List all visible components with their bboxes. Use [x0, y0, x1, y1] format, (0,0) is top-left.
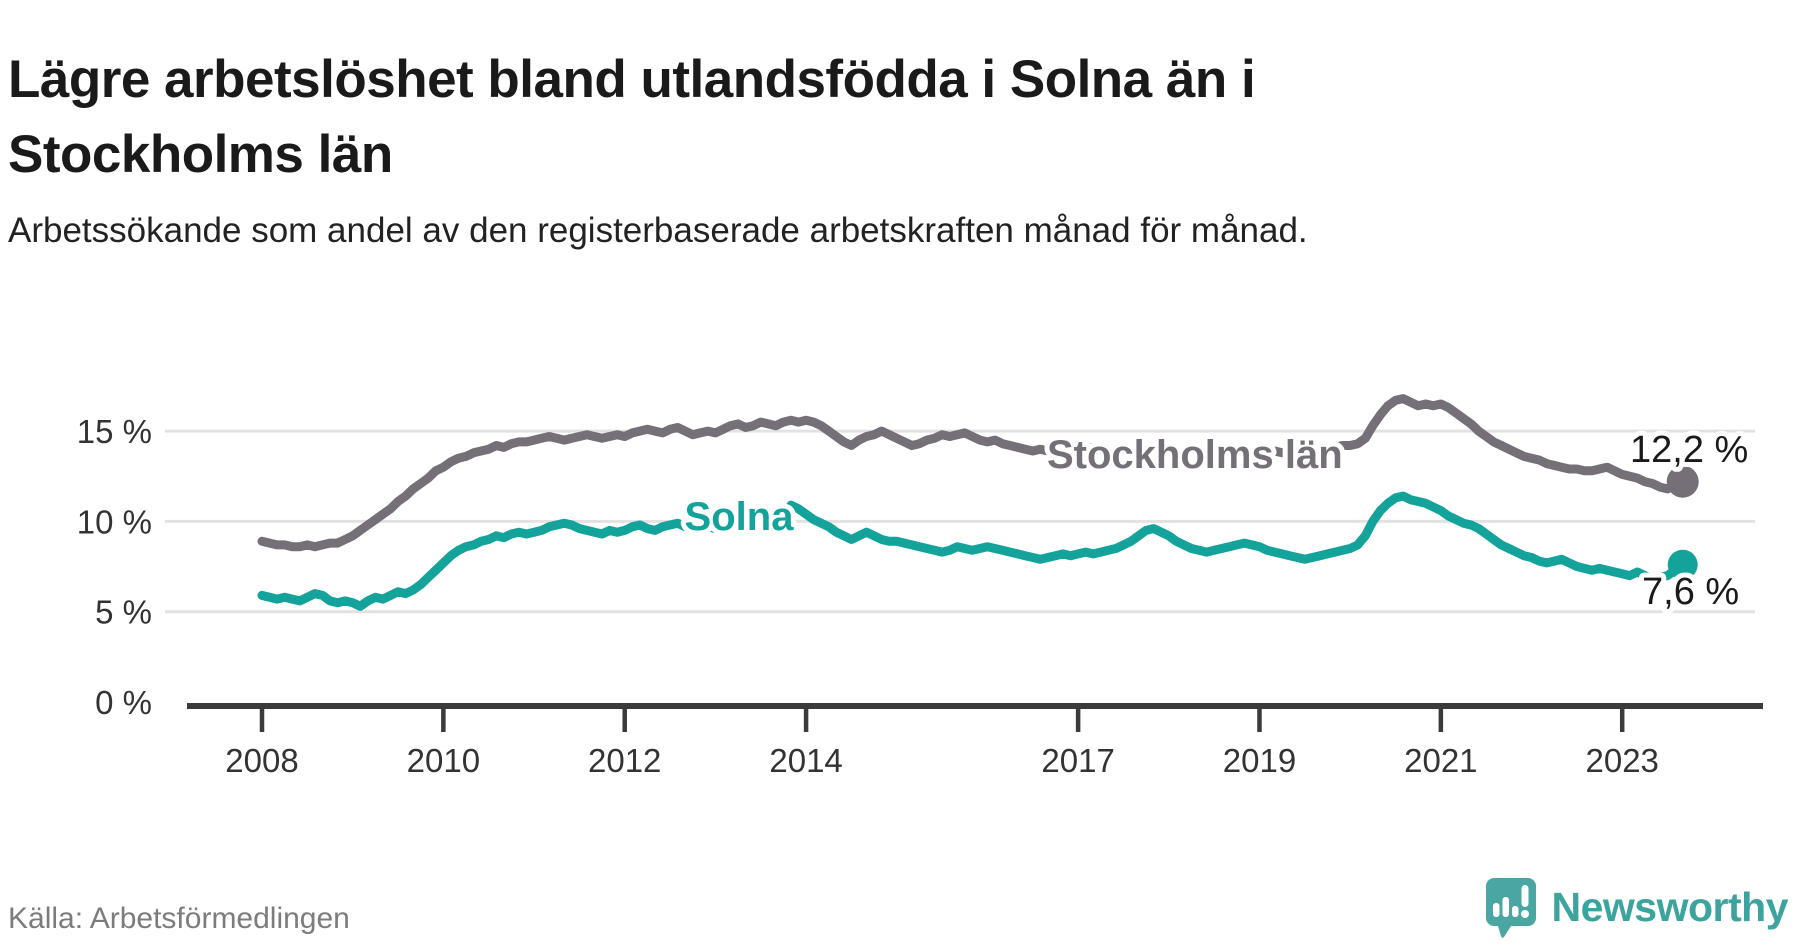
series-label-stockholm: Stockholms län — [1047, 433, 1343, 477]
x-tick-label: 2017 — [1041, 742, 1114, 779]
x-tick-label: 2010 — [407, 742, 480, 779]
x-tick-label: 2014 — [769, 742, 842, 779]
chart-title: Lägre arbetslöshet bland utlandsfödda i … — [8, 49, 1256, 184]
newsworthy-brand: Newsworthy — [1484, 876, 1789, 938]
newsworthy-wordmark: Newsworthy — [1551, 883, 1789, 930]
stockholm-end-dot — [1666, 465, 1699, 498]
series-label-solna: Solna — [685, 495, 795, 539]
source-note: Källa: Arbetsförmedlingen — [8, 902, 350, 935]
x-axis — [187, 703, 1763, 732]
y-tick-label: 10 % — [77, 503, 152, 540]
y-tick-label: 5 % — [95, 594, 152, 631]
y-tick-label: 0 % — [95, 684, 152, 721]
y-tick-label: 15 % — [77, 413, 152, 450]
solna-line — [257, 491, 1688, 611]
solna-end-dot — [1667, 549, 1698, 580]
x-tick-label: 2021 — [1404, 742, 1477, 779]
stockholm-line — [257, 394, 1688, 552]
chart-subtitle: Arbetssökande som andel av den registerb… — [8, 211, 1308, 250]
x-axis-labels: 2008 2010 2012 2014 2017 2019 2021 2023 — [225, 742, 1659, 779]
newsworthy-logo-icon — [1485, 878, 1536, 938]
stockholm-end-value-label: 12,2 % — [1630, 429, 1748, 471]
series-end-dots — [1666, 465, 1699, 580]
gridlines — [165, 429, 1755, 614]
y-axis-labels: 0 % 5 % 10 % 15 % — [77, 413, 152, 721]
series-lines — [257, 394, 1688, 611]
x-tick-label: 2012 — [588, 742, 661, 779]
solna-end-value-label: 7,6 % — [1642, 571, 1739, 613]
x-tick-label: 2023 — [1585, 742, 1658, 779]
x-tick-label: 2008 — [225, 742, 298, 779]
x-tick-label: 2019 — [1223, 742, 1296, 779]
